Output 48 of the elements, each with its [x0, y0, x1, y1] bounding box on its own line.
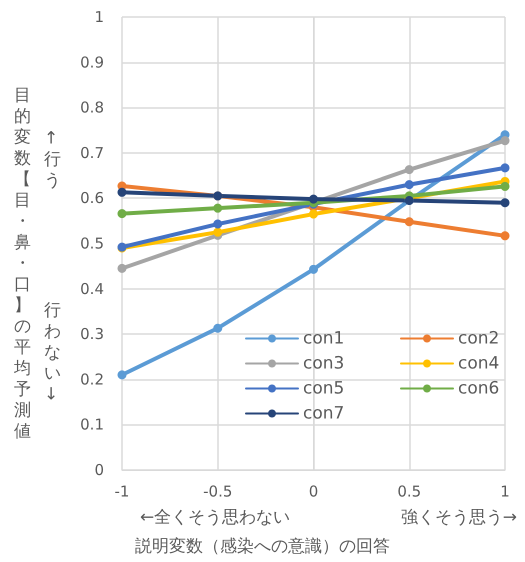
- point: [309, 194, 318, 204]
- point: [500, 231, 510, 240]
- text: ←全くそう思わない: [140, 508, 290, 528]
- point: [404, 180, 414, 190]
- point: [404, 165, 414, 174]
- x-tick-label: -1: [114, 482, 130, 500]
- y-tick-label: 0.8: [80, 98, 104, 117]
- point: [118, 209, 126, 218]
- text: 強くそう思う→: [400, 508, 518, 528]
- y-tick-label: 0.2: [80, 370, 104, 388]
- text: ↑行う: [44, 128, 61, 190]
- text: 行わない↓: [44, 300, 61, 404]
- point: [500, 198, 510, 208]
- legend-label: con5: [303, 378, 344, 398]
- x-axis-title: 説明変数（感染への意識）の回答: [135, 536, 390, 556]
- point: [404, 217, 414, 226]
- legend-label: con6: [458, 378, 500, 398]
- legend-label: con4: [458, 354, 500, 374]
- legend-label: con1: [303, 328, 344, 348]
- y-tick-label: 0.7: [80, 144, 104, 162]
- legend-label: con3: [303, 354, 344, 374]
- legend-label: con7: [303, 404, 344, 424]
- x-tick-label: -0.5: [203, 482, 232, 500]
- point: [213, 220, 222, 229]
- text: 目的変数【目・鼻・口】の平均予測値: [14, 86, 31, 442]
- point: [118, 188, 126, 197]
- point: [213, 204, 222, 213]
- x-tick-label: 1: [500, 482, 510, 500]
- y-tick-label: 0.9: [80, 53, 104, 72]
- y-tick-label: 0.1: [80, 416, 104, 434]
- point: [118, 264, 126, 273]
- point: [213, 228, 222, 237]
- y-tick-label: 0: [94, 461, 104, 479]
- y-tick-label: 0.3: [80, 325, 104, 344]
- point: [500, 136, 510, 146]
- x-tick-label: 0.5: [397, 482, 422, 500]
- point: [309, 210, 318, 219]
- point: [309, 264, 318, 274]
- y-tick-label: 1: [94, 8, 104, 26]
- point: [500, 163, 510, 172]
- y-tick-label: 0.6: [80, 189, 104, 208]
- point: [118, 370, 126, 380]
- legend-label: con2: [458, 328, 500, 348]
- y-tick-label: 0.5: [80, 234, 104, 252]
- x-tick-label: 0: [308, 482, 318, 500]
- point: [213, 324, 222, 333]
- point: [500, 182, 510, 191]
- y-tick-label: 0.4: [80, 280, 104, 298]
